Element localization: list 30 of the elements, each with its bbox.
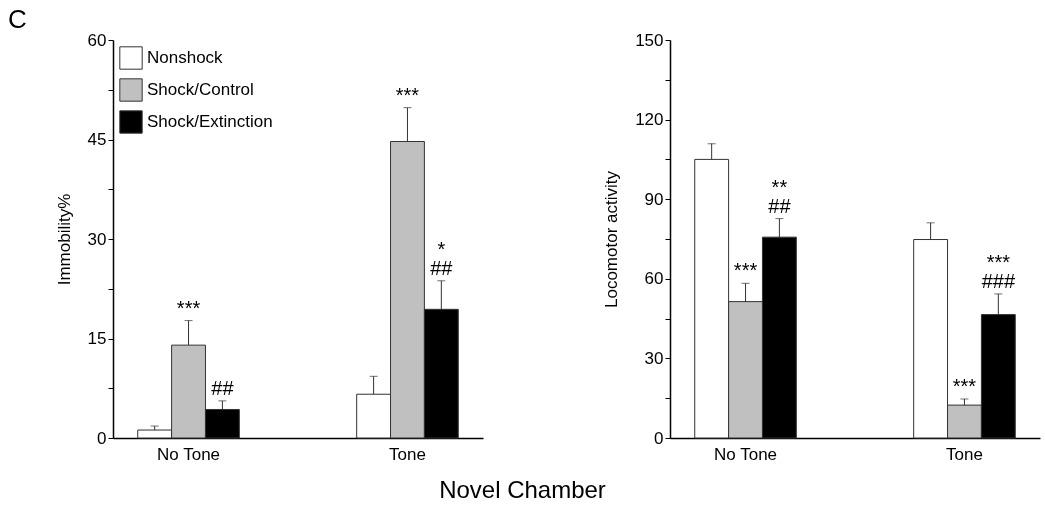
y-tick-label: 60 — [644, 269, 664, 289]
data-label: *** — [176, 296, 201, 319]
y-tick-label: 45 — [87, 130, 107, 149]
y-axis-title: Locomotor activity — [602, 170, 622, 308]
data-label: *** — [952, 375, 977, 397]
data-label: *** — [733, 259, 758, 282]
y-tick-label: 0 — [654, 428, 664, 448]
y-tick-label: 120 — [635, 110, 664, 130]
x-tick-label: Tone — [389, 444, 426, 464]
x-axis-title: Novel Chamber — [438, 476, 607, 504]
legend-label: Shock/Control — [147, 80, 254, 99]
x-tick-label: No Tone — [714, 444, 778, 464]
data-label: * ## — [430, 237, 454, 279]
y-tick-label: 15 — [87, 329, 107, 348]
y-tick-label: 30 — [644, 348, 664, 368]
data-label: ** ## — [768, 175, 792, 217]
data-label: *** — [395, 83, 420, 106]
y-axis-title: Immobility% — [54, 193, 74, 286]
legend-label: Nonshock — [147, 48, 224, 67]
y-tick-label: 90 — [644, 189, 664, 209]
x-tick-label: Tone — [946, 444, 983, 464]
y-tick-label: 0 — [97, 428, 107, 448]
legend-label: Shock/Extinction — [147, 112, 273, 131]
y-tick-label: 150 — [635, 30, 664, 50]
x-tick-label: No Tone — [157, 444, 221, 464]
y-tick-label: 60 — [87, 30, 107, 50]
text: C — [8, 4, 27, 35]
data-label: ## — [211, 376, 235, 399]
data-label: *** ### — [981, 250, 1016, 292]
y-tick-label: 30 — [87, 229, 107, 249]
